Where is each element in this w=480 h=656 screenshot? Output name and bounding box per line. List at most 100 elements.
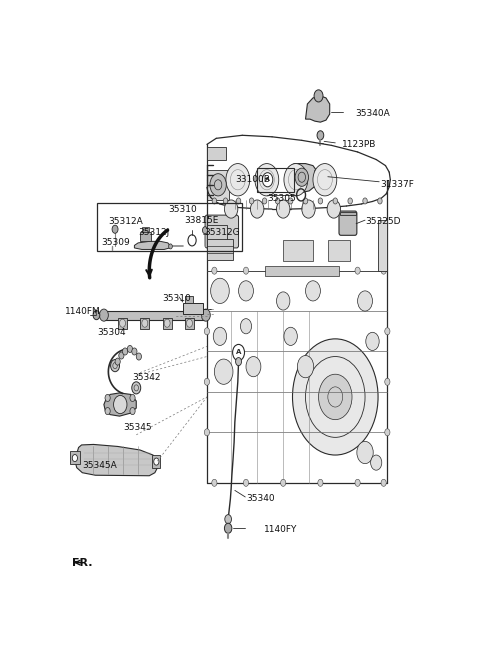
Circle shape (363, 198, 367, 204)
Circle shape (154, 458, 159, 465)
Circle shape (130, 407, 135, 415)
Circle shape (318, 480, 323, 486)
Circle shape (366, 333, 379, 350)
Circle shape (212, 480, 217, 486)
Text: 35312G: 35312G (204, 228, 240, 237)
Circle shape (318, 198, 323, 204)
Circle shape (204, 379, 210, 385)
Circle shape (204, 429, 210, 436)
Circle shape (306, 281, 321, 301)
Text: A: A (265, 177, 270, 182)
FancyBboxPatch shape (339, 211, 357, 236)
Circle shape (385, 429, 390, 436)
Circle shape (263, 198, 267, 204)
Bar (283, 240, 313, 260)
Circle shape (226, 163, 250, 196)
Circle shape (105, 394, 110, 401)
Text: 33815E: 33815E (185, 216, 219, 224)
Circle shape (186, 319, 192, 327)
Circle shape (225, 200, 238, 218)
Bar (340, 212, 356, 215)
Bar (142, 227, 149, 232)
Circle shape (381, 267, 386, 274)
Text: FR.: FR. (72, 558, 93, 567)
Text: 35345A: 35345A (83, 461, 117, 470)
Bar (328, 240, 350, 260)
Circle shape (239, 281, 253, 301)
Circle shape (105, 407, 110, 415)
Bar (71, 451, 80, 464)
Circle shape (115, 358, 120, 365)
Circle shape (202, 309, 210, 321)
Circle shape (240, 319, 252, 334)
Polygon shape (104, 393, 136, 416)
Circle shape (297, 356, 314, 378)
Circle shape (288, 198, 293, 204)
Circle shape (284, 163, 308, 196)
Circle shape (303, 198, 308, 204)
Circle shape (213, 327, 227, 346)
Circle shape (168, 244, 172, 249)
Polygon shape (75, 444, 157, 476)
Circle shape (333, 198, 337, 204)
Circle shape (318, 267, 323, 274)
Circle shape (233, 344, 244, 361)
Circle shape (281, 480, 286, 486)
Circle shape (204, 328, 210, 335)
Bar (140, 318, 149, 329)
Circle shape (255, 163, 279, 196)
Circle shape (164, 319, 170, 327)
Circle shape (142, 319, 148, 327)
Text: 35325D: 35325D (365, 216, 400, 226)
Polygon shape (134, 241, 170, 249)
Circle shape (212, 198, 216, 204)
Circle shape (378, 198, 382, 204)
Polygon shape (305, 96, 330, 122)
Circle shape (357, 441, 373, 464)
Circle shape (284, 327, 297, 346)
Circle shape (295, 168, 309, 186)
Text: 35310: 35310 (168, 205, 197, 214)
Circle shape (119, 352, 124, 359)
Circle shape (136, 353, 142, 360)
Circle shape (236, 358, 241, 365)
Circle shape (276, 292, 290, 310)
Bar (378, 220, 387, 271)
Circle shape (319, 374, 352, 420)
Text: 33100B: 33100B (235, 175, 270, 184)
Circle shape (215, 359, 233, 384)
Text: 35312A: 35312A (108, 216, 143, 226)
Circle shape (246, 357, 261, 377)
Circle shape (276, 200, 290, 218)
Bar (185, 296, 193, 304)
Circle shape (302, 200, 315, 218)
Bar (140, 232, 151, 241)
Circle shape (348, 198, 352, 204)
Circle shape (132, 382, 141, 394)
Circle shape (112, 225, 118, 234)
Bar (185, 318, 194, 329)
Circle shape (243, 267, 249, 274)
Circle shape (371, 455, 382, 470)
Circle shape (281, 267, 286, 274)
Text: 35340A: 35340A (356, 109, 391, 117)
Text: 35340: 35340 (246, 495, 275, 503)
Circle shape (122, 348, 128, 355)
Bar (97, 203, 241, 251)
Circle shape (276, 198, 280, 204)
Text: 1123PB: 1123PB (342, 140, 376, 149)
Text: 35309: 35309 (101, 238, 130, 247)
Circle shape (225, 523, 232, 533)
Circle shape (132, 348, 137, 355)
Circle shape (223, 198, 228, 204)
Circle shape (314, 90, 323, 102)
Circle shape (110, 359, 120, 372)
Circle shape (381, 480, 386, 486)
Circle shape (203, 227, 208, 234)
Bar (103, 310, 207, 319)
Circle shape (93, 310, 100, 319)
Bar (118, 318, 127, 329)
FancyBboxPatch shape (205, 215, 239, 248)
Circle shape (263, 173, 273, 187)
Circle shape (120, 319, 125, 327)
